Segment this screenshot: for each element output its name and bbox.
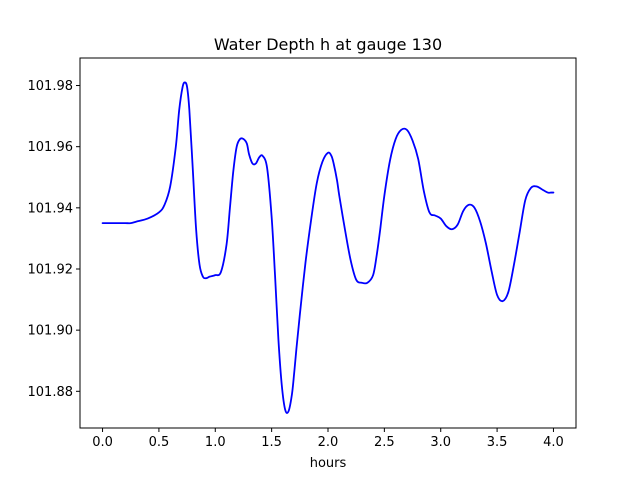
x-tick-label: 3.5 <box>487 435 508 450</box>
x-tick-label: 0.0 <box>92 435 113 450</box>
x-axis: 0.0 0.5 1.0 1.5 2.0 2.5 3.0 3.5 4.0 <box>92 428 564 450</box>
y-tick-label: 101.92 <box>28 262 74 277</box>
x-tick-label: 0.5 <box>149 435 170 450</box>
y-tick-label: 101.98 <box>28 79 74 94</box>
x-tick-label: 2.0 <box>318 435 339 450</box>
plot-area-background <box>80 58 576 428</box>
y-tick-label: 101.94 <box>28 201 74 216</box>
series-line <box>101 81 555 414</box>
x-tick-label: 1.5 <box>261 435 282 450</box>
y-axis: 101.88 101.90 101.92 101.94 101.96 101.98 <box>28 79 80 400</box>
series-layer <box>101 81 555 414</box>
y-tick-label: 101.90 <box>28 324 74 339</box>
chart-title: Water Depth h at gauge 130 <box>214 35 442 54</box>
y-tick-label: 101.96 <box>28 140 74 155</box>
x-axis-label: hours <box>310 456 347 471</box>
x-tick-label: 1.0 <box>205 435 226 450</box>
x-tick-label: 3.0 <box>430 435 451 450</box>
x-tick-label: 2.5 <box>374 435 395 450</box>
x-tick-label: 4.0 <box>543 435 564 450</box>
y-tick-label: 101.88 <box>28 385 74 400</box>
